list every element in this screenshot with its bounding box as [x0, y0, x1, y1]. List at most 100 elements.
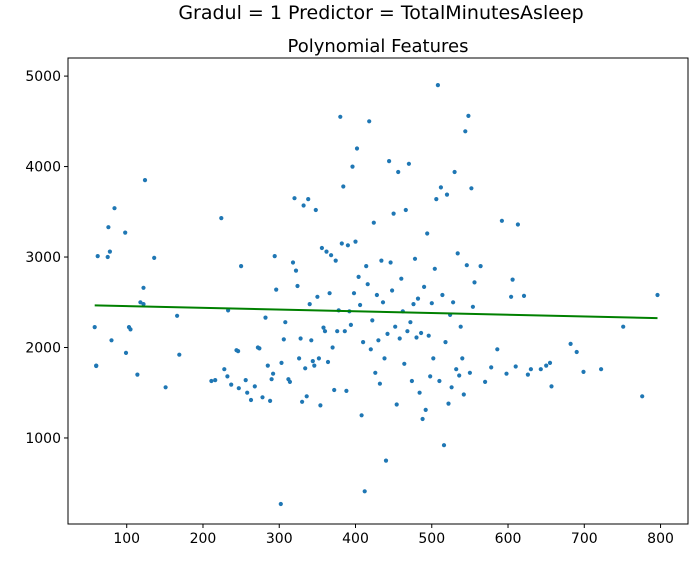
data-point — [268, 398, 273, 403]
data-point — [387, 159, 392, 164]
data-point — [94, 363, 99, 369]
data-point — [152, 255, 157, 260]
data-point — [426, 333, 431, 338]
data-point — [411, 302, 416, 307]
plot-frame — [67, 57, 689, 525]
x-tick-label: 800 — [647, 531, 674, 547]
data-point — [236, 386, 241, 391]
data-point — [393, 324, 398, 329]
data-point — [123, 230, 128, 235]
data-point — [316, 356, 321, 361]
y-tick-label: 5000 — [25, 69, 61, 85]
data-point — [281, 337, 286, 342]
data-point — [293, 268, 299, 273]
x-tick-label: 300 — [266, 531, 293, 547]
data-point — [382, 356, 387, 361]
data-point — [219, 216, 224, 221]
data-point — [403, 207, 408, 213]
data-point — [315, 294, 320, 299]
data-point — [229, 382, 234, 387]
data-point — [135, 372, 140, 377]
data-point — [463, 129, 468, 134]
data-point — [252, 384, 257, 389]
data-point — [309, 338, 314, 343]
data-point — [350, 164, 355, 169]
data-point — [313, 207, 318, 213]
data-point — [327, 291, 332, 296]
chart-suptitle: Gradul = 1 Predictor = TotalMinutesAslee… — [178, 2, 583, 24]
data-point — [489, 365, 494, 370]
data-point — [335, 329, 340, 334]
data-point — [141, 285, 146, 290]
data-point — [568, 341, 573, 346]
data-point — [368, 347, 373, 352]
data-point — [525, 372, 531, 377]
data-point — [274, 287, 279, 292]
data-point — [342, 329, 347, 334]
data-point — [371, 220, 376, 225]
data-point — [457, 373, 462, 378]
data-point — [599, 367, 604, 372]
data-point — [452, 169, 457, 175]
data-point — [374, 292, 379, 298]
data-point — [376, 338, 381, 343]
data-point — [359, 413, 364, 418]
data-point — [420, 416, 425, 422]
data-point — [283, 320, 288, 325]
data-point — [510, 277, 515, 282]
data-point — [515, 222, 521, 227]
data-point — [429, 301, 434, 306]
data-point — [385, 331, 390, 336]
data-point — [454, 367, 459, 372]
data-point — [322, 329, 328, 334]
data-point — [353, 239, 358, 244]
data-point — [306, 197, 311, 202]
data-point — [304, 394, 309, 399]
data-point — [307, 302, 312, 307]
x-tick-label: 600 — [495, 531, 522, 547]
data-point — [412, 256, 418, 261]
data-point — [333, 258, 338, 263]
data-point — [425, 231, 430, 236]
data-point — [279, 360, 284, 365]
data-point — [446, 401, 451, 406]
data-point — [455, 251, 460, 256]
data-point — [408, 320, 413, 325]
data-point — [177, 352, 182, 357]
data-point — [434, 197, 439, 202]
data-point — [321, 325, 326, 330]
data-point — [549, 384, 554, 389]
data-point — [345, 243, 350, 248]
data-point — [460, 356, 465, 361]
data-point — [265, 363, 270, 368]
data-point — [329, 253, 334, 258]
data-point — [128, 327, 133, 332]
data-point — [640, 394, 645, 399]
data-point — [303, 366, 308, 371]
data-point — [260, 395, 265, 400]
data-point — [109, 338, 114, 343]
data-point — [499, 218, 504, 223]
data-point — [367, 119, 372, 124]
data-point — [92, 325, 97, 330]
data-point — [414, 335, 419, 340]
data-point — [544, 363, 549, 368]
x-tick-label: 200 — [190, 531, 217, 547]
data-point — [263, 315, 268, 320]
x-axis: 100 200 300 400 500 600 700 800 — [113, 524, 674, 547]
data-point — [444, 192, 450, 197]
y-tick-label: 1000 — [25, 431, 61, 447]
data-point — [243, 378, 248, 383]
data-point — [470, 304, 475, 309]
plot-area — [92, 83, 660, 507]
data-point — [358, 302, 363, 308]
x-tick-label: 400 — [342, 531, 369, 547]
data-point — [278, 501, 283, 507]
data-point — [478, 264, 483, 269]
data-point — [547, 360, 553, 365]
data-point — [449, 385, 454, 390]
data-point — [405, 329, 410, 334]
data-point — [325, 359, 331, 365]
x-tick-label: 100 — [113, 531, 140, 547]
data-point — [225, 374, 230, 379]
